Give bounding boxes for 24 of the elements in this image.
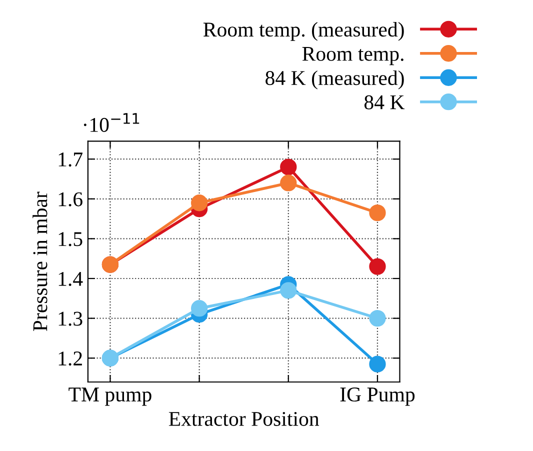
point (369, 204, 386, 222)
point (190, 300, 208, 317)
point (280, 174, 297, 192)
legend-label: 84 K (364, 95, 405, 110)
point (369, 258, 386, 275)
y-tick-label: 1.4 (58, 272, 83, 286)
point (369, 356, 386, 372)
point (280, 158, 297, 176)
point (280, 282, 297, 299)
legend-label: Room temp. (measured) (203, 22, 404, 41)
x-axis-title: Extractor Position (168, 412, 320, 426)
x-tick-label: TM pump (68, 388, 152, 406)
text: ·10$^{−11}$ (84, 113, 140, 132)
point (190, 194, 208, 212)
y-tick-label: 1.6 (58, 192, 82, 206)
point (369, 310, 386, 327)
legend-label: Room temp. (302, 47, 404, 66)
x-tick-label: IG Pump (340, 388, 415, 406)
legend-label: 84 K (measured) (266, 70, 404, 90)
y-tick-label: 1.5 (58, 232, 82, 246)
y-tick-label: 1.7 (58, 152, 82, 167)
y-tick-label: 1.2 (58, 352, 82, 366)
y-tick-label: 1.3 (58, 312, 82, 326)
y-axis-title: Pressure in mbar (32, 192, 48, 331)
